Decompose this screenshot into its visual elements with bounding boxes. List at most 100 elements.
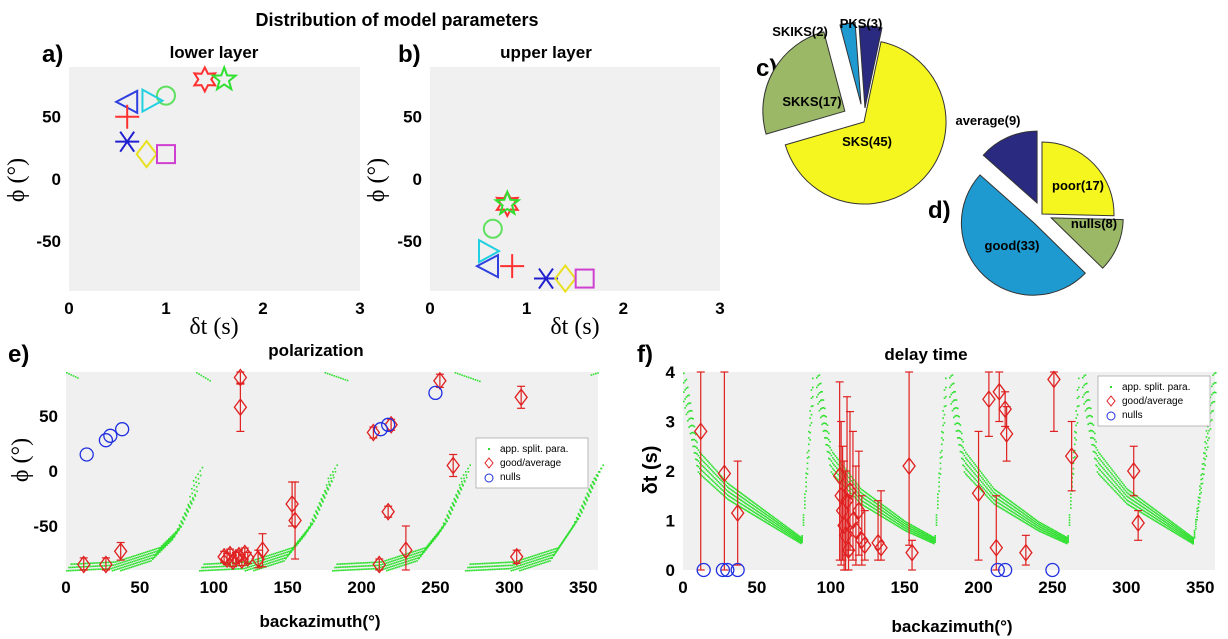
curve-dot [377, 561, 379, 563]
curve-dot [1163, 515, 1165, 518]
curve-dot [798, 538, 801, 541]
curve-dot [952, 408, 955, 410]
curve-dot [1066, 541, 1068, 543]
curve-dot [866, 499, 869, 502]
curve-dot [344, 378, 347, 381]
curve-dot [692, 417, 694, 420]
curve-dot [244, 569, 247, 572]
curve-dot [1195, 523, 1197, 526]
curve-dot [233, 561, 236, 564]
curve-dot [867, 493, 870, 496]
curve-dot [501, 561, 503, 564]
curve-dot [543, 561, 546, 564]
curve-dot [829, 464, 831, 467]
curve-dot [1165, 522, 1168, 524]
curve-dot [686, 419, 689, 422]
curve-dot [1093, 451, 1096, 453]
curve-dot [1157, 516, 1160, 519]
panel-e-letter: e) [8, 341, 29, 368]
curve-dot [905, 525, 907, 528]
curve-dot [1148, 510, 1151, 513]
curve-dot [1189, 538, 1192, 540]
curve-dot [903, 522, 906, 525]
curve-dot [866, 496, 869, 499]
curve-dot [887, 511, 890, 513]
curve-dot [942, 431, 944, 434]
curve-dot [975, 479, 978, 482]
curve-dot [991, 486, 994, 488]
curve-dot [1119, 483, 1121, 485]
curve-dot [1042, 529, 1044, 532]
curve-dot [243, 567, 245, 570]
curve-dot [740, 499, 742, 502]
curve-dot [714, 469, 717, 471]
curve-dot [418, 557, 420, 560]
curve-dot [428, 544, 431, 547]
curve-dot [112, 561, 115, 563]
curve-dot [442, 526, 444, 528]
curve-dot [741, 496, 744, 499]
curve-dot [212, 562, 214, 565]
curve-dot [788, 535, 790, 537]
curve-dot [748, 508, 750, 510]
curve-dot [937, 503, 939, 506]
curve-dot [943, 422, 946, 424]
curve-dot [1027, 521, 1030, 523]
curve-dot [810, 397, 813, 400]
good-average-marker [849, 521, 863, 540]
curve-dot [504, 561, 507, 564]
curve-dot [694, 452, 697, 454]
curve-dot [1076, 397, 1079, 400]
curve-dot [384, 560, 386, 562]
curve-dot [982, 478, 984, 480]
curve-dot [1051, 534, 1054, 536]
curve-dot [488, 565, 491, 568]
curve-dot [857, 492, 859, 494]
curve-dot [368, 561, 370, 564]
curve-dot [698, 473, 701, 475]
curve-dot [987, 493, 990, 495]
curve-dot [1184, 536, 1187, 539]
curve-dot [1189, 541, 1192, 543]
curve-dot [762, 514, 765, 517]
curve-dot [800, 541, 802, 543]
curve-dot [397, 560, 400, 563]
curve-dot [915, 532, 918, 535]
curve-dot [68, 566, 70, 569]
curve-dot [710, 483, 713, 486]
curve-dot [994, 496, 996, 498]
curve-dot [684, 379, 686, 382]
curve-dot [144, 556, 146, 559]
curve-dot [211, 569, 214, 571]
curve-dot [823, 429, 826, 432]
curve-dot [857, 496, 859, 498]
curve-dot [1070, 493, 1072, 495]
curve-dot [1089, 415, 1092, 417]
curve-dot [549, 549, 551, 552]
curve-dot [998, 502, 1000, 505]
curve-dot [318, 502, 321, 504]
curve-dot [552, 551, 554, 553]
x-tick-label: 350 [1186, 578, 1214, 597]
curve-dot [1074, 449, 1076, 452]
curve-dot [1155, 520, 1157, 523]
curve-dot [437, 531, 440, 534]
curve-dot [714, 473, 717, 476]
curve-dot [765, 513, 768, 516]
curve-dot [789, 536, 791, 538]
curve-dot [1035, 526, 1038, 528]
curve-dot [758, 514, 761, 517]
curve-dot [1119, 479, 1121, 481]
curve-dot [1208, 437, 1210, 439]
curve-dot [972, 481, 975, 484]
null-marker [696, 562, 711, 578]
curve-dot [500, 568, 503, 570]
curve-dot [1084, 409, 1087, 412]
curve-dot [819, 382, 822, 385]
curve-dot [778, 527, 781, 530]
curve-dot [202, 375, 205, 378]
curve-dot [705, 468, 708, 471]
curve-dot [967, 460, 970, 462]
curve-dot [931, 537, 934, 540]
curve-dot [284, 551, 287, 554]
